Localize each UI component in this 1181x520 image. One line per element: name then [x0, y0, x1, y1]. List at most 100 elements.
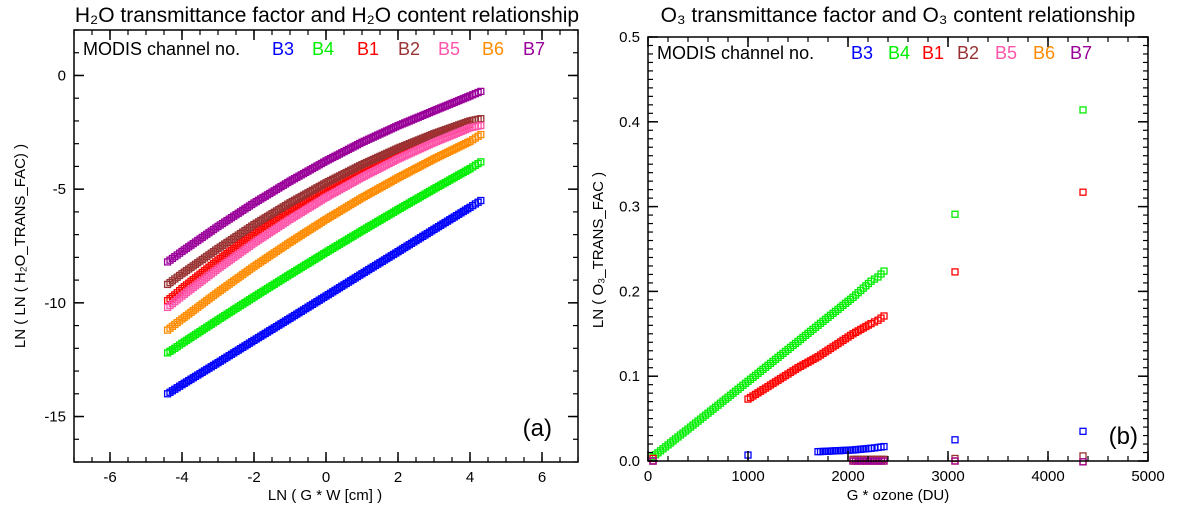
data-point [432, 129, 440, 137]
data-point [446, 100, 454, 108]
data-point [441, 134, 449, 142]
data-point [403, 140, 411, 149]
data-point [392, 145, 400, 153]
x-axis-label-b: G * ozone (DU) [847, 487, 950, 504]
series-b6-a [163, 130, 485, 334]
legend-title-a: MODIS channel no. [83, 39, 240, 59]
data-point [389, 157, 398, 165]
legend-item-b5: B5 [438, 39, 460, 59]
data-point [432, 106, 440, 114]
data-point [398, 142, 407, 151]
data-point [385, 148, 393, 156]
series-b7-a [163, 87, 485, 266]
data-point [419, 134, 427, 142]
data-point [342, 168, 350, 177]
data-point [362, 136, 371, 144]
series-b4-b [649, 106, 1087, 461]
data-point [387, 125, 395, 133]
x-tick-label: 1000 [731, 468, 764, 485]
data-point [434, 128, 443, 136]
data-point [425, 108, 434, 117]
legend-item-b4: B4 [312, 39, 334, 59]
data-point [326, 176, 335, 185]
data-point [331, 174, 339, 182]
data-point [434, 137, 443, 145]
data-point [374, 153, 382, 162]
data-point [378, 163, 386, 171]
data-point [414, 146, 422, 154]
y-axis-label-a: LN ( LN ( H₂O_TRANS_FAC) ) [12, 144, 29, 348]
data-point [344, 167, 353, 176]
data-point [443, 101, 452, 109]
y-tick-label: 0.1 [619, 368, 640, 385]
data-point [448, 99, 456, 107]
data-point [322, 157, 330, 165]
data-point [353, 141, 362, 149]
data-point [401, 152, 409, 160]
data-point [333, 173, 341, 181]
data-point [367, 169, 375, 177]
data-point [428, 156, 436, 164]
data-point [349, 143, 357, 151]
data-point [439, 135, 447, 143]
data-point [322, 179, 330, 187]
data-point [457, 127, 465, 136]
x-tick-label: 0 [322, 469, 330, 486]
data-point [1079, 458, 1087, 466]
data-point [360, 137, 368, 145]
legend-item-b5: B5 [995, 43, 1017, 63]
data-point [398, 120, 407, 128]
data-point [452, 144, 461, 152]
data-point [419, 144, 427, 152]
data-point [423, 141, 431, 150]
data-point [394, 144, 402, 152]
data-point [367, 134, 375, 142]
data-point [446, 124, 454, 132]
data-point [344, 145, 353, 153]
y-tick-label: -10 [44, 295, 66, 312]
data-point [446, 132, 454, 140]
chart-title-b: O₃ transmittance factor and O₃ content r… [661, 4, 1136, 27]
panel-b: O₃ transmittance factor and O₃ content r… [590, 4, 1165, 504]
data-point [416, 145, 425, 153]
data-point [407, 116, 416, 124]
data-point [430, 155, 438, 163]
data-point [389, 124, 398, 132]
x-tick-label: 2000 [831, 468, 864, 485]
data-point [428, 130, 436, 139]
data-point [443, 148, 452, 157]
data-point [464, 93, 472, 101]
data-point [443, 133, 452, 141]
plot-area-a [163, 87, 485, 398]
data-point [401, 119, 409, 127]
data-point [461, 139, 470, 148]
data-point [353, 163, 362, 171]
data-point [452, 129, 461, 137]
data-point [464, 125, 472, 133]
data-point [439, 150, 447, 159]
data-point [412, 137, 420, 145]
data-point [385, 126, 393, 134]
legend-item-b7: B7 [1070, 43, 1092, 63]
data-point [428, 108, 436, 116]
data-point [340, 170, 348, 178]
x-tick-label: -6 [103, 469, 116, 486]
x-tick-label: 3000 [931, 468, 964, 485]
data-point [477, 121, 485, 130]
data-point [396, 154, 404, 162]
data-point [331, 152, 339, 160]
data-point [452, 122, 461, 130]
data-point [477, 87, 485, 96]
data-point [329, 153, 337, 162]
panel-a: H₂O transmittance factor and H₂O content… [12, 4, 579, 504]
data-point [441, 126, 449, 134]
data-point [459, 126, 467, 135]
y-tick-label: -5 [53, 181, 66, 198]
legend-item-b3: B3 [272, 39, 294, 59]
data-point [371, 166, 380, 175]
y-tick-label: 0.5 [619, 29, 640, 46]
x-tick-label: -2 [247, 469, 260, 486]
legend-a: B3 B4 B1 B2 B5 B6 B7 [272, 39, 545, 59]
data-point [412, 114, 420, 122]
series-b4-a [163, 158, 485, 357]
